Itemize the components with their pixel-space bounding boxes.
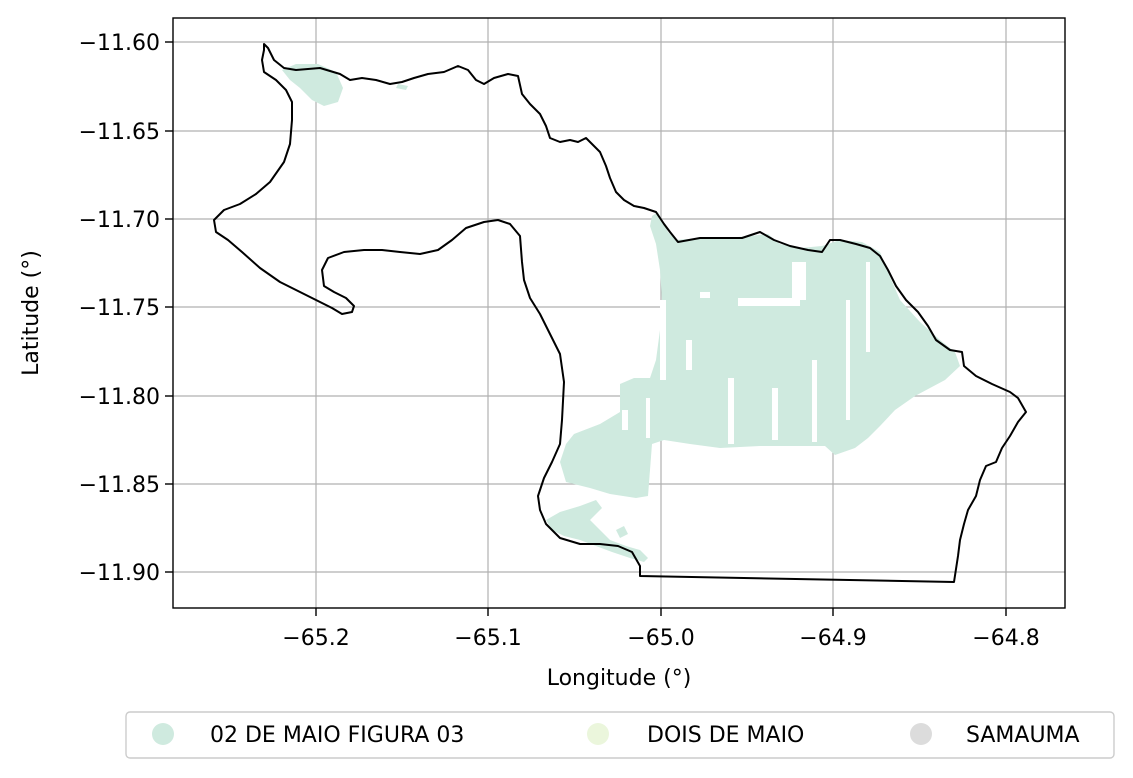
y-tick-label: −11.90 xyxy=(79,561,160,586)
y-tick-label: −11.65 xyxy=(79,120,160,145)
x-tick: −65.2 xyxy=(282,608,349,651)
x-tick-label: −64.8 xyxy=(972,626,1039,651)
y-tick-label: −11.75 xyxy=(79,296,160,321)
y-axis: −11.60 −11.65 −11.70 −11.75 −11.80 −11.8… xyxy=(19,31,173,586)
y-tick: −11.90 xyxy=(79,561,173,586)
legend: 02 DE MAIO FIGURA 03 DOIS DE MAIO SAMAUM… xyxy=(126,712,1114,758)
legend-label: 02 DE MAIO FIGURA 03 xyxy=(210,723,464,748)
legend-marker xyxy=(910,723,932,745)
plot-background xyxy=(173,18,1065,608)
legend-marker xyxy=(587,723,609,745)
x-tick: −64.9 xyxy=(799,608,866,651)
y-tick: −11.80 xyxy=(79,385,173,410)
y-tick: −11.60 xyxy=(79,31,173,56)
x-tick-label: −65.2 xyxy=(282,626,349,651)
y-tick-label: −11.60 xyxy=(79,31,160,56)
x-tick: −65.0 xyxy=(627,608,694,651)
x-tick-label: −65.1 xyxy=(454,626,521,651)
x-axis-label: Longitude (°) xyxy=(547,666,692,691)
legend-marker xyxy=(152,723,174,745)
x-tick: −64.8 xyxy=(972,608,1039,651)
x-tick-label: −64.9 xyxy=(799,626,866,651)
y-tick: −11.75 xyxy=(79,296,173,321)
x-axis: −65.2 −65.1 −65.0 −64.9 −64.8 Longitude … xyxy=(282,608,1039,691)
y-tick: −11.70 xyxy=(79,208,173,233)
y-axis-label: Latitude (°) xyxy=(19,250,44,376)
legend-label: SAMAUMA xyxy=(966,723,1080,748)
y-tick: −11.85 xyxy=(79,473,173,498)
y-tick-label: −11.80 xyxy=(79,385,160,410)
x-tick: −65.1 xyxy=(454,608,521,651)
x-tick-label: −65.0 xyxy=(627,626,694,651)
legend-label: DOIS DE MAIO xyxy=(647,723,804,748)
plot-area xyxy=(173,18,1065,608)
y-tick-label: −11.70 xyxy=(79,208,160,233)
y-tick-label: −11.85 xyxy=(79,473,160,498)
y-tick: −11.65 xyxy=(79,120,173,145)
